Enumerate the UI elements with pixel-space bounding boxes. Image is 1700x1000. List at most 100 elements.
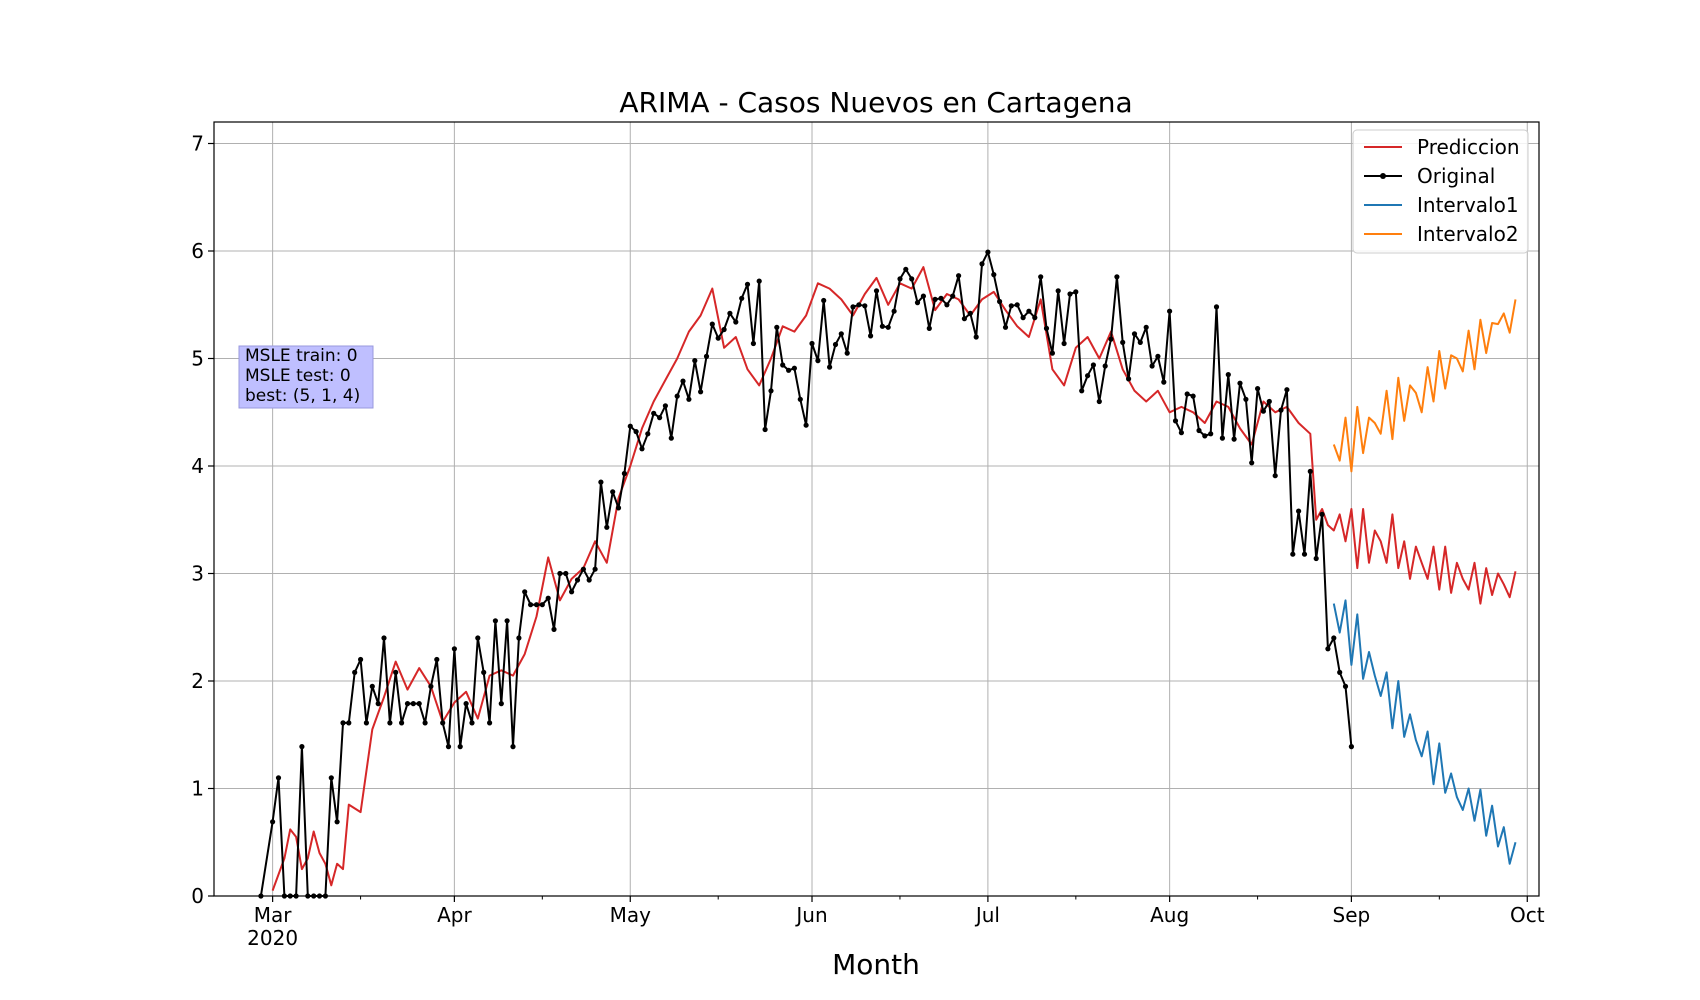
data-point — [774, 324, 780, 330]
data-point — [363, 720, 369, 726]
metrics-annotation: MSLE train: 0 MSLE test: 0 best: (5, 1, … — [238, 345, 374, 409]
data-point — [545, 595, 551, 601]
series-prediccion — [271, 266, 1517, 891]
data-point — [1172, 418, 1179, 424]
data-point — [739, 295, 745, 301]
data-point — [358, 656, 364, 663]
data-point — [967, 310, 973, 316]
data-point — [475, 635, 481, 641]
data-point — [715, 335, 721, 341]
data-point — [809, 340, 815, 347]
data-point — [856, 302, 862, 308]
data-point — [657, 415, 663, 421]
data-point — [721, 326, 727, 333]
data-point — [956, 273, 962, 279]
data-point — [1219, 435, 1225, 441]
annotation-line-3: best: (5, 1, 4) — [245, 386, 360, 406]
data-point — [1213, 304, 1220, 310]
data-point — [1260, 408, 1266, 414]
data-point — [481, 669, 487, 676]
x-tick-label: Sep — [1333, 903, 1371, 927]
data-point — [997, 298, 1003, 305]
x-axis-label: Month — [832, 948, 920, 981]
annotation-box — [238, 345, 374, 409]
data-point — [393, 669, 399, 676]
data-point — [1296, 508, 1302, 514]
data-point — [1337, 669, 1343, 676]
data-point — [1331, 635, 1337, 641]
data-point — [1208, 431, 1214, 437]
data-point — [487, 720, 493, 726]
legend-label: Intervalo1 — [1417, 193, 1519, 217]
data-point — [844, 350, 850, 356]
data-point — [1055, 288, 1061, 294]
data-point — [1043, 325, 1050, 331]
legend-label: Intervalo2 — [1417, 222, 1519, 246]
data-point — [973, 334, 979, 340]
series-line-intervalo2 — [1332, 299, 1517, 473]
data-point — [961, 316, 968, 322]
data-point — [950, 293, 956, 299]
plot-frame — [213, 121, 1540, 897]
data-point — [850, 304, 856, 310]
data-point — [469, 720, 475, 726]
data-point — [457, 744, 463, 750]
data-point — [328, 775, 334, 781]
data-point — [862, 303, 868, 309]
data-point — [750, 340, 757, 347]
data-point — [920, 293, 927, 299]
data-point — [1137, 339, 1143, 345]
y-tick-label: 6 — [191, 239, 204, 263]
series-line-prediccion — [271, 266, 1517, 891]
data-point — [797, 396, 803, 402]
data-point — [1067, 291, 1073, 297]
data-point — [1161, 379, 1167, 385]
data-point — [434, 656, 440, 663]
data-point — [838, 331, 844, 337]
data-point — [680, 378, 686, 384]
data-point — [528, 602, 534, 608]
data-point — [868, 333, 874, 339]
data-point — [404, 701, 411, 707]
data-point — [762, 426, 768, 433]
series-intervalo2 — [1332, 299, 1517, 473]
data-point — [873, 288, 880, 294]
data-point — [891, 308, 897, 314]
data-point — [1096, 398, 1102, 405]
data-point — [1190, 393, 1196, 399]
data-point — [1202, 433, 1208, 439]
x-tick-label: Jun — [794, 903, 827, 927]
data-point — [1008, 303, 1014, 309]
data-point — [563, 570, 569, 577]
data-point — [633, 429, 639, 435]
data-point — [1342, 683, 1349, 690]
data-point — [1090, 362, 1096, 368]
chart-title: ARIMA - Casos Nuevos en Cartagena — [619, 86, 1132, 119]
data-point — [821, 297, 827, 304]
data-point — [1178, 430, 1184, 436]
data-point — [346, 720, 352, 726]
data-point — [627, 423, 633, 429]
data-point — [932, 296, 938, 302]
data-point — [539, 602, 545, 608]
data-point — [985, 249, 991, 255]
y-tick-label: 5 — [191, 347, 204, 371]
data-point — [1020, 315, 1026, 321]
data-point — [1073, 289, 1079, 295]
data-point — [381, 635, 387, 641]
data-point — [674, 393, 680, 399]
data-point — [586, 577, 592, 583]
legend-box — [1352, 129, 1529, 254]
data-point — [463, 701, 469, 707]
data-point — [598, 479, 604, 485]
x-tick-label: Mar — [254, 903, 293, 927]
data-point — [897, 276, 903, 282]
annotation-line-2: MSLE test: 0 — [245, 366, 351, 386]
data-point — [938, 295, 944, 301]
data-point — [1313, 555, 1319, 562]
y-tick-label: 3 — [191, 562, 204, 586]
data-point — [879, 323, 886, 329]
data-point — [1278, 407, 1284, 413]
data-point — [1155, 353, 1161, 359]
